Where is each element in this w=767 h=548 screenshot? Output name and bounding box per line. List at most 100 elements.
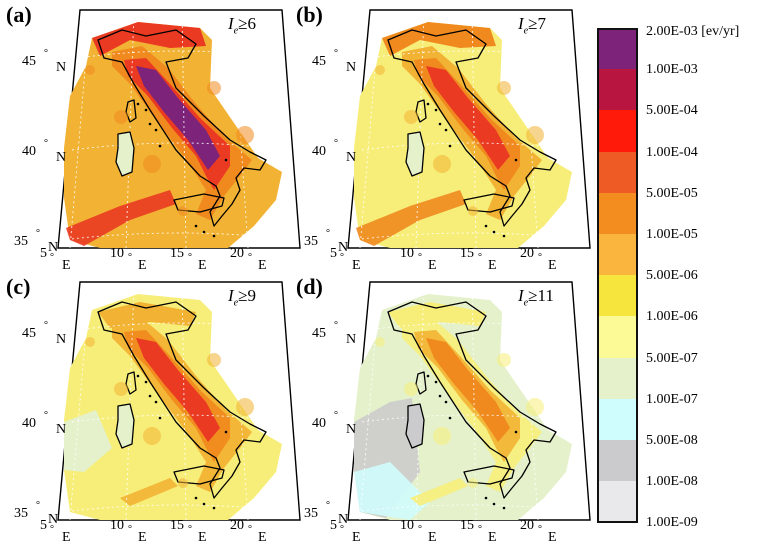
latitude-tick-label: 45	[312, 326, 326, 341]
hazard-spot	[404, 110, 418, 124]
intensity-threshold-label: Ie≥11	[518, 286, 554, 309]
longitude-tick-label: 15	[170, 246, 184, 261]
longitude-hemisphere-label: E	[138, 258, 147, 273]
degree-symbol: °	[478, 252, 482, 263]
longitude-hemisphere-label: E	[198, 530, 207, 545]
colorbar-swatch	[597, 192, 638, 235]
degree-symbol: °	[36, 500, 40, 511]
latitude-tick-label: 35	[14, 506, 28, 521]
italy-coastline	[97, 301, 267, 499]
graticule-line	[351, 232, 587, 241]
colorbar-tick-label: 1.00E-05	[646, 227, 698, 242]
island-dot	[514, 430, 518, 434]
longitude-tick-label: 5	[330, 246, 337, 261]
longitude-hemisphere-label: E	[548, 530, 557, 545]
degree-symbol: °	[128, 524, 132, 535]
colorbar-tick-label: 1.00E-06	[646, 309, 698, 325]
hazard-spot	[85, 65, 95, 75]
island-dot	[224, 430, 228, 434]
hazard-spot	[114, 382, 128, 396]
island-dot	[484, 496, 488, 500]
island-dot	[148, 122, 152, 126]
island-dot	[492, 502, 496, 506]
degree-symbol: °	[326, 228, 330, 239]
island-dot	[194, 496, 198, 500]
hazard-band-core	[136, 66, 220, 170]
degree-symbol: °	[36, 228, 40, 239]
graticule-line	[61, 232, 297, 241]
degree-symbol: °	[188, 252, 192, 263]
hazard-band-core	[426, 338, 510, 442]
latitude-tick-label: 45	[22, 326, 36, 341]
longitude-tick-label: 15	[460, 246, 474, 261]
hazard-band-south	[356, 190, 466, 246]
map-group	[57, 9, 301, 249]
longitude-hemisphere-label: E	[138, 530, 147, 545]
hazard-band-south	[410, 478, 468, 506]
hazard-spot	[497, 353, 511, 367]
island-dot	[194, 224, 198, 228]
colorbar-swatch	[597, 357, 638, 400]
degree-symbol: °	[418, 524, 422, 535]
colorbar-swatch	[597, 234, 638, 276]
island-dot	[202, 230, 206, 234]
island-dot	[202, 502, 206, 506]
longitude-hemisphere-label: E	[352, 258, 361, 273]
latitude-tick-label: 40	[312, 144, 326, 159]
map-svg	[347, 281, 591, 521]
island-dot	[448, 416, 452, 420]
longitude-hemisphere-label: E	[488, 530, 497, 545]
island-dot	[514, 158, 518, 162]
latitude-hemisphere-label: N	[48, 512, 59, 527]
longitude-hemisphere-label: E	[258, 258, 267, 273]
island-dot	[224, 158, 228, 162]
degree-symbol: °	[418, 252, 422, 263]
sardinia-coastline	[115, 131, 135, 177]
longitude-tick-label: 15	[460, 518, 474, 533]
hazard-spot	[236, 398, 254, 416]
island-dot	[144, 380, 148, 384]
hazard-spot	[207, 353, 221, 367]
hazard-spot	[404, 382, 418, 396]
island-dot	[484, 224, 488, 228]
degree-symbol: °	[248, 252, 252, 263]
colorbar-swatch	[597, 151, 638, 194]
latitude-tick-label: 35	[14, 234, 28, 249]
colorbar-swatch	[597, 398, 638, 441]
hazard-band-south	[66, 190, 176, 246]
graticule-line	[351, 504, 587, 513]
map-group	[57, 281, 301, 521]
panel-label: (d)	[296, 274, 323, 299]
intensity-threshold-label: Ie≥9	[228, 286, 256, 309]
island-dot	[212, 506, 216, 510]
hazard-spot	[468, 206, 478, 216]
very-low-hazard-zone	[354, 462, 430, 520]
longitude-tick-label: 10	[400, 518, 414, 533]
island-dot	[438, 394, 442, 398]
hazard-spot	[375, 337, 385, 347]
hazard-spot	[85, 337, 95, 347]
degree-symbol: °	[478, 524, 482, 535]
latitude-tick-label: 45	[312, 54, 326, 69]
hazard-spot	[207, 81, 221, 95]
longitude-hemisphere-label: E	[428, 530, 437, 545]
longitude-tick-label: 20	[520, 518, 534, 533]
colorbar-swatch	[597, 69, 638, 111]
degree-symbol: °	[334, 138, 338, 149]
intensity-threshold-label: Ie≥7	[518, 14, 546, 37]
latitude-tick-label: 40	[22, 144, 36, 159]
island-dot	[434, 108, 438, 112]
degree-symbol: °	[538, 524, 542, 535]
island-dot	[158, 144, 162, 148]
hazard-spot	[433, 155, 451, 173]
colorbar-tick-label: 1.00E-07	[646, 391, 698, 407]
island-dot	[426, 374, 430, 378]
degree-symbol: °	[44, 410, 48, 421]
latitude-hemisphere-label: N	[56, 150, 67, 165]
degree-symbol: °	[50, 252, 54, 263]
island-dot	[434, 380, 438, 384]
island-dot	[426, 102, 430, 106]
island-dot	[144, 108, 148, 112]
graticule-line	[361, 414, 577, 423]
colorbar-tick-label: 5.00E-05	[646, 185, 698, 201]
